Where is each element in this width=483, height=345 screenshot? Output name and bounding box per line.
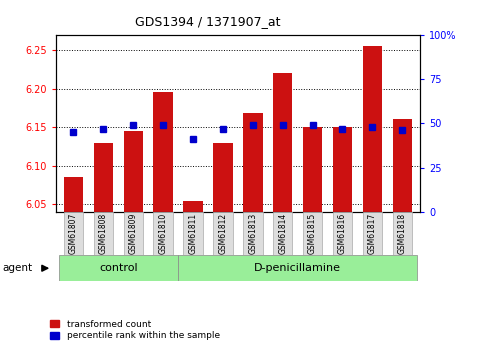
Text: GSM61807: GSM61807 — [69, 213, 78, 254]
Text: GSM61811: GSM61811 — [188, 213, 198, 254]
Text: GSM61814: GSM61814 — [278, 213, 287, 254]
Bar — [213, 142, 233, 212]
Bar — [363, 46, 382, 212]
Bar — [64, 212, 83, 255]
Text: GSM61813: GSM61813 — [248, 213, 257, 254]
Text: GSM61817: GSM61817 — [368, 213, 377, 254]
Text: GSM61808: GSM61808 — [99, 213, 108, 254]
Bar — [273, 73, 292, 212]
Text: GSM61818: GSM61818 — [398, 213, 407, 254]
Bar — [124, 131, 143, 212]
Bar — [154, 212, 173, 255]
Bar — [64, 177, 83, 212]
Bar — [124, 212, 143, 255]
Text: GSM61812: GSM61812 — [218, 213, 227, 254]
Bar — [393, 119, 412, 212]
Bar — [243, 212, 263, 255]
Bar — [273, 212, 292, 255]
Bar — [333, 127, 352, 212]
Bar — [303, 127, 322, 212]
Bar — [154, 92, 173, 212]
Bar — [94, 142, 113, 212]
Bar — [178, 255, 417, 281]
Bar — [184, 212, 203, 255]
Bar — [58, 255, 178, 281]
Legend: transformed count, percentile rank within the sample: transformed count, percentile rank withi… — [50, 320, 220, 341]
Bar — [213, 212, 233, 255]
Bar — [333, 212, 352, 255]
Text: GSM61815: GSM61815 — [308, 213, 317, 254]
Text: D-penicillamine: D-penicillamine — [254, 263, 341, 273]
Bar — [184, 200, 203, 212]
Bar — [243, 113, 263, 212]
Text: control: control — [99, 263, 138, 273]
Bar — [363, 212, 382, 255]
Text: GSM61816: GSM61816 — [338, 213, 347, 254]
Text: GDS1394 / 1371907_at: GDS1394 / 1371907_at — [135, 16, 281, 29]
Text: GSM61810: GSM61810 — [158, 213, 168, 254]
Bar — [303, 212, 322, 255]
Bar — [393, 212, 412, 255]
Text: GSM61809: GSM61809 — [129, 213, 138, 254]
Text: agent: agent — [2, 263, 32, 273]
Bar — [94, 212, 113, 255]
